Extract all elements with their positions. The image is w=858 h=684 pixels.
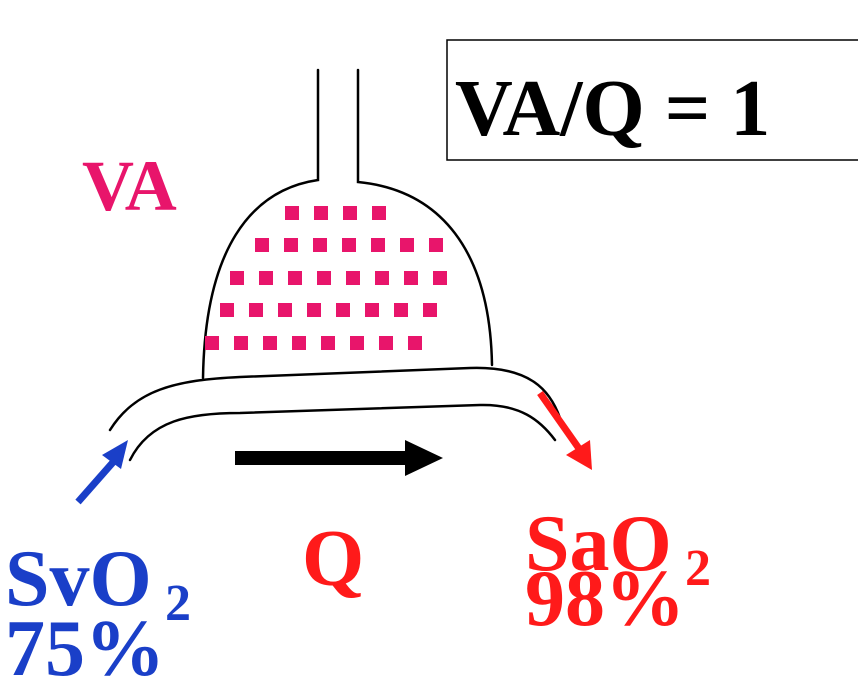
gas-dot xyxy=(259,271,273,285)
gas-dot xyxy=(372,206,386,220)
diagram: VA/Q = 1 VA Q SvO 2 75% SaO 2 98% xyxy=(0,0,858,684)
gas-dot xyxy=(220,303,234,317)
gas-dot xyxy=(278,303,292,317)
gas-dot xyxy=(314,206,328,220)
venous-arrow xyxy=(78,440,128,502)
gas-dot xyxy=(313,238,327,252)
gas-dot xyxy=(263,336,277,350)
gas-dot xyxy=(292,336,306,350)
arterial-subscript: 2 xyxy=(685,540,711,597)
perfusion-label: Q xyxy=(302,515,364,603)
gas-dot xyxy=(408,336,422,350)
gas-dot xyxy=(230,271,244,285)
gas-dot xyxy=(321,336,335,350)
gas-dot xyxy=(404,271,418,285)
ventilation-label: VA xyxy=(82,146,177,226)
gas-dot xyxy=(285,206,299,220)
gas-dot xyxy=(288,271,302,285)
gas-dot xyxy=(307,303,321,317)
gas-dot xyxy=(350,336,364,350)
gas-dot xyxy=(433,271,447,285)
flow-arrow xyxy=(235,440,443,476)
gas-dot xyxy=(205,336,219,350)
gas-dot xyxy=(400,238,414,252)
arterial-value: 98% xyxy=(525,555,685,643)
gas-dot xyxy=(394,303,408,317)
gas-dot xyxy=(317,271,331,285)
gas-dot xyxy=(429,238,443,252)
gas-dot xyxy=(375,271,389,285)
gas-dot xyxy=(365,303,379,317)
gas-dot xyxy=(255,238,269,252)
gas-dot xyxy=(234,336,248,350)
gas-dot xyxy=(346,271,360,285)
gas-dot xyxy=(379,336,393,350)
gas-dot xyxy=(371,238,385,252)
gas-dot xyxy=(423,303,437,317)
venous-value: 75% xyxy=(5,605,165,684)
gas-dot xyxy=(284,238,298,252)
gas-dot xyxy=(336,303,350,317)
gas-dot xyxy=(249,303,263,317)
gas-dot xyxy=(342,238,356,252)
gas-dot xyxy=(343,206,357,220)
venous-subscript: 2 xyxy=(165,575,191,632)
ratio-text: VA/Q = 1 xyxy=(455,65,770,153)
